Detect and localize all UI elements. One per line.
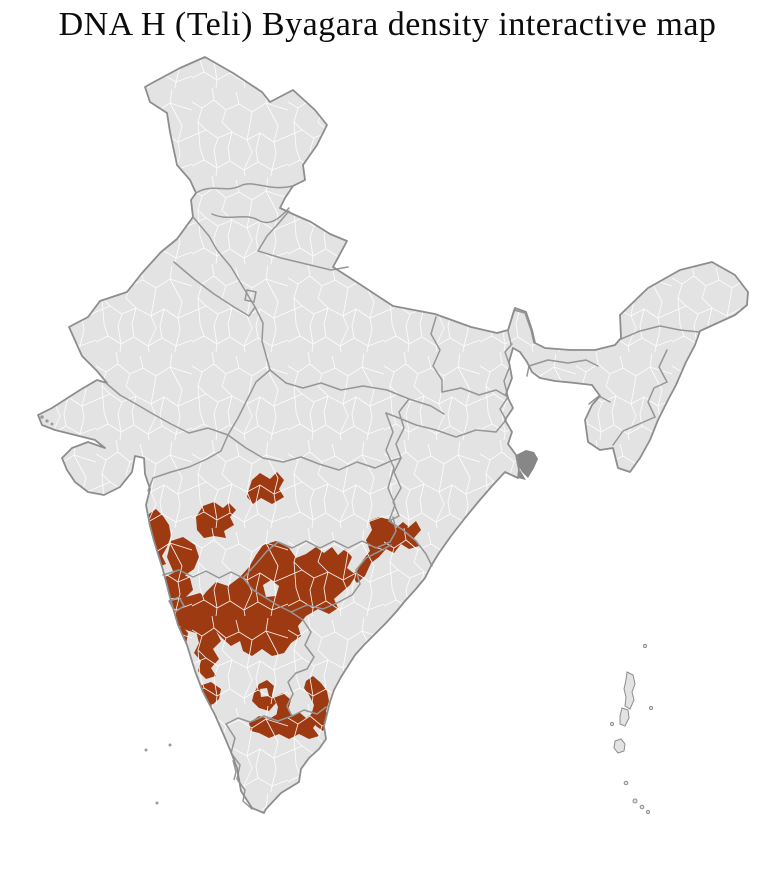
- state-borders: [106, 183, 700, 810]
- lakshadweep-islands: [144, 743, 172, 805]
- highlighted-district[interactable]: [203, 766, 209, 773]
- andaman-nicobar-islands: [609, 643, 654, 815]
- highlighted-district[interactable]: [208, 752, 216, 761]
- kutch-islets: [40, 415, 54, 426]
- map-title: DNA H (Teli) Byagara density interactive…: [58, 6, 717, 43]
- delta-shading: [232, 450, 538, 781]
- highlighted-district[interactable]: [177, 697, 186, 707]
